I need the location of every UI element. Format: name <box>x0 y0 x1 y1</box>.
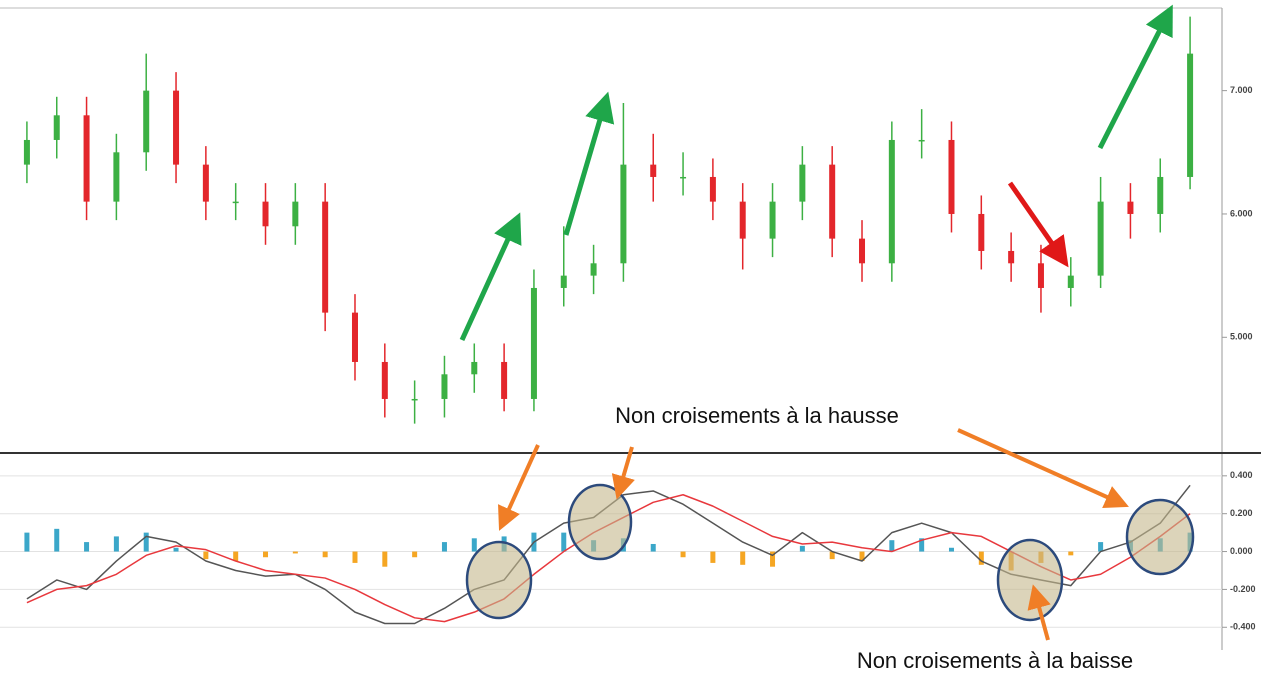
candle-body <box>292 201 299 227</box>
y-tick-label: 0.200 <box>1230 508 1253 518</box>
candle-body <box>1008 250 1015 264</box>
highlight <box>1125 498 1195 576</box>
histogram-bar <box>859 551 865 562</box>
candle-body <box>1187 53 1194 177</box>
histogram-bar <box>322 551 328 558</box>
candle-body <box>53 115 60 140</box>
histogram-bar <box>84 542 90 552</box>
candle-body <box>501 361 508 399</box>
arrow <box>563 91 615 236</box>
candle-body <box>650 164 657 177</box>
histogram-bar <box>650 543 656 552</box>
candle-body <box>978 213 985 251</box>
candle-body <box>143 90 150 153</box>
candle-body <box>1037 263 1044 288</box>
histogram-bar <box>352 551 358 563</box>
histogram-bar <box>710 551 716 563</box>
candle-body <box>381 361 388 399</box>
histogram-bar <box>233 551 239 562</box>
histogram-bar <box>292 551 298 554</box>
histogram-bar <box>561 532 567 552</box>
candle-body <box>83 115 90 202</box>
arrow <box>1007 181 1069 268</box>
arrow <box>459 212 522 342</box>
y-tick-label: -0.400 <box>1230 622 1256 632</box>
candle-body <box>739 201 746 239</box>
histogram-bar <box>203 551 209 560</box>
y-tick-label: 0.400 <box>1230 470 1253 480</box>
candle-body <box>530 287 537 399</box>
annotation: Non croisements à la hausse <box>615 403 899 428</box>
histogram-bar <box>740 551 746 565</box>
arrow <box>957 428 1129 509</box>
annotation: Non croisements à la baisse <box>857 648 1133 673</box>
histogram-bar <box>1068 551 1074 556</box>
histogram-bar <box>889 540 895 552</box>
candle-body <box>441 374 448 399</box>
histogram-bar <box>113 536 119 552</box>
arrow <box>498 444 540 531</box>
candle-body <box>829 164 836 239</box>
candle-body <box>1097 201 1104 276</box>
candle-body <box>411 398 418 401</box>
histogram-bar <box>829 551 835 560</box>
histogram-bar <box>143 532 149 552</box>
candle-body <box>23 139 30 165</box>
arrow <box>1097 4 1173 150</box>
histogram-bar <box>54 528 60 552</box>
candle-body <box>859 238 866 264</box>
histogram-bar <box>770 551 776 567</box>
candle-body <box>680 176 687 179</box>
candle-body <box>173 90 180 165</box>
histogram-bar <box>799 545 805 552</box>
candle-body <box>799 164 806 202</box>
y-tick-label: 7.000 <box>1230 85 1253 95</box>
candle-body <box>202 164 209 202</box>
candle-body <box>351 312 358 362</box>
candle-body <box>1067 275 1074 288</box>
histogram-bar <box>919 538 925 552</box>
highlight <box>996 538 1064 622</box>
candle-body <box>322 201 329 313</box>
candle-body <box>918 139 925 142</box>
histogram-bar <box>471 538 477 552</box>
candle-body <box>560 275 567 288</box>
histogram-bar <box>412 551 418 558</box>
histogram-bar <box>441 542 447 552</box>
candle-body <box>262 201 269 227</box>
candle-body <box>709 176 716 202</box>
arrow <box>611 446 635 500</box>
highlight <box>567 483 633 561</box>
candle-body <box>232 201 239 204</box>
candle-body <box>620 164 627 264</box>
histogram-bar <box>24 532 30 552</box>
y-tick-label: 0.000 <box>1230 546 1253 556</box>
arrow <box>1027 584 1051 641</box>
histogram-bar <box>263 551 269 558</box>
histogram-bar <box>173 547 179 552</box>
candle-body <box>769 201 776 239</box>
candle-body <box>888 139 895 264</box>
histogram-bar <box>680 551 686 558</box>
histogram-bar <box>948 547 954 552</box>
histogram-bar <box>382 551 388 567</box>
candle-body <box>1157 176 1164 214</box>
histogram-bar <box>1098 542 1104 552</box>
y-tick-label: -0.200 <box>1230 584 1256 594</box>
y-tick-label: 5.000 <box>1230 332 1253 342</box>
candle-body <box>471 361 478 375</box>
candle-body <box>590 263 597 276</box>
candle-body <box>948 139 955 214</box>
candle-body <box>113 152 120 202</box>
highlight <box>465 540 533 620</box>
annotations: Non croisements à la hausse Non croiseme… <box>459 4 1195 673</box>
histogram-bar <box>978 551 984 565</box>
y-tick-label: 6.000 <box>1230 208 1253 218</box>
candle-body <box>1127 201 1134 214</box>
